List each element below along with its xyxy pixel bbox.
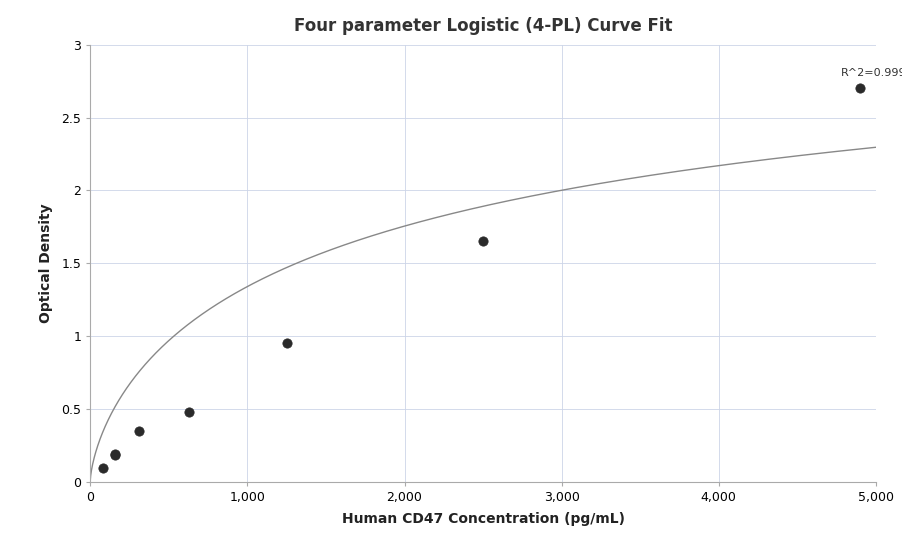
Y-axis label: Optical Density: Optical Density [39,203,53,323]
Title: Four parameter Logistic (4-PL) Curve Fit: Four parameter Logistic (4-PL) Curve Fit [293,17,672,35]
Point [96,464,110,473]
Point [181,407,196,416]
Point [280,339,294,348]
Point [107,451,122,460]
Point [107,450,122,459]
Point [132,426,146,435]
Point [852,84,867,93]
Text: R^2=0.999: R^2=0.999 [841,68,902,78]
X-axis label: Human CD47 Concentration (pg/mL): Human CD47 Concentration (pg/mL) [341,512,624,526]
Point [475,237,490,246]
